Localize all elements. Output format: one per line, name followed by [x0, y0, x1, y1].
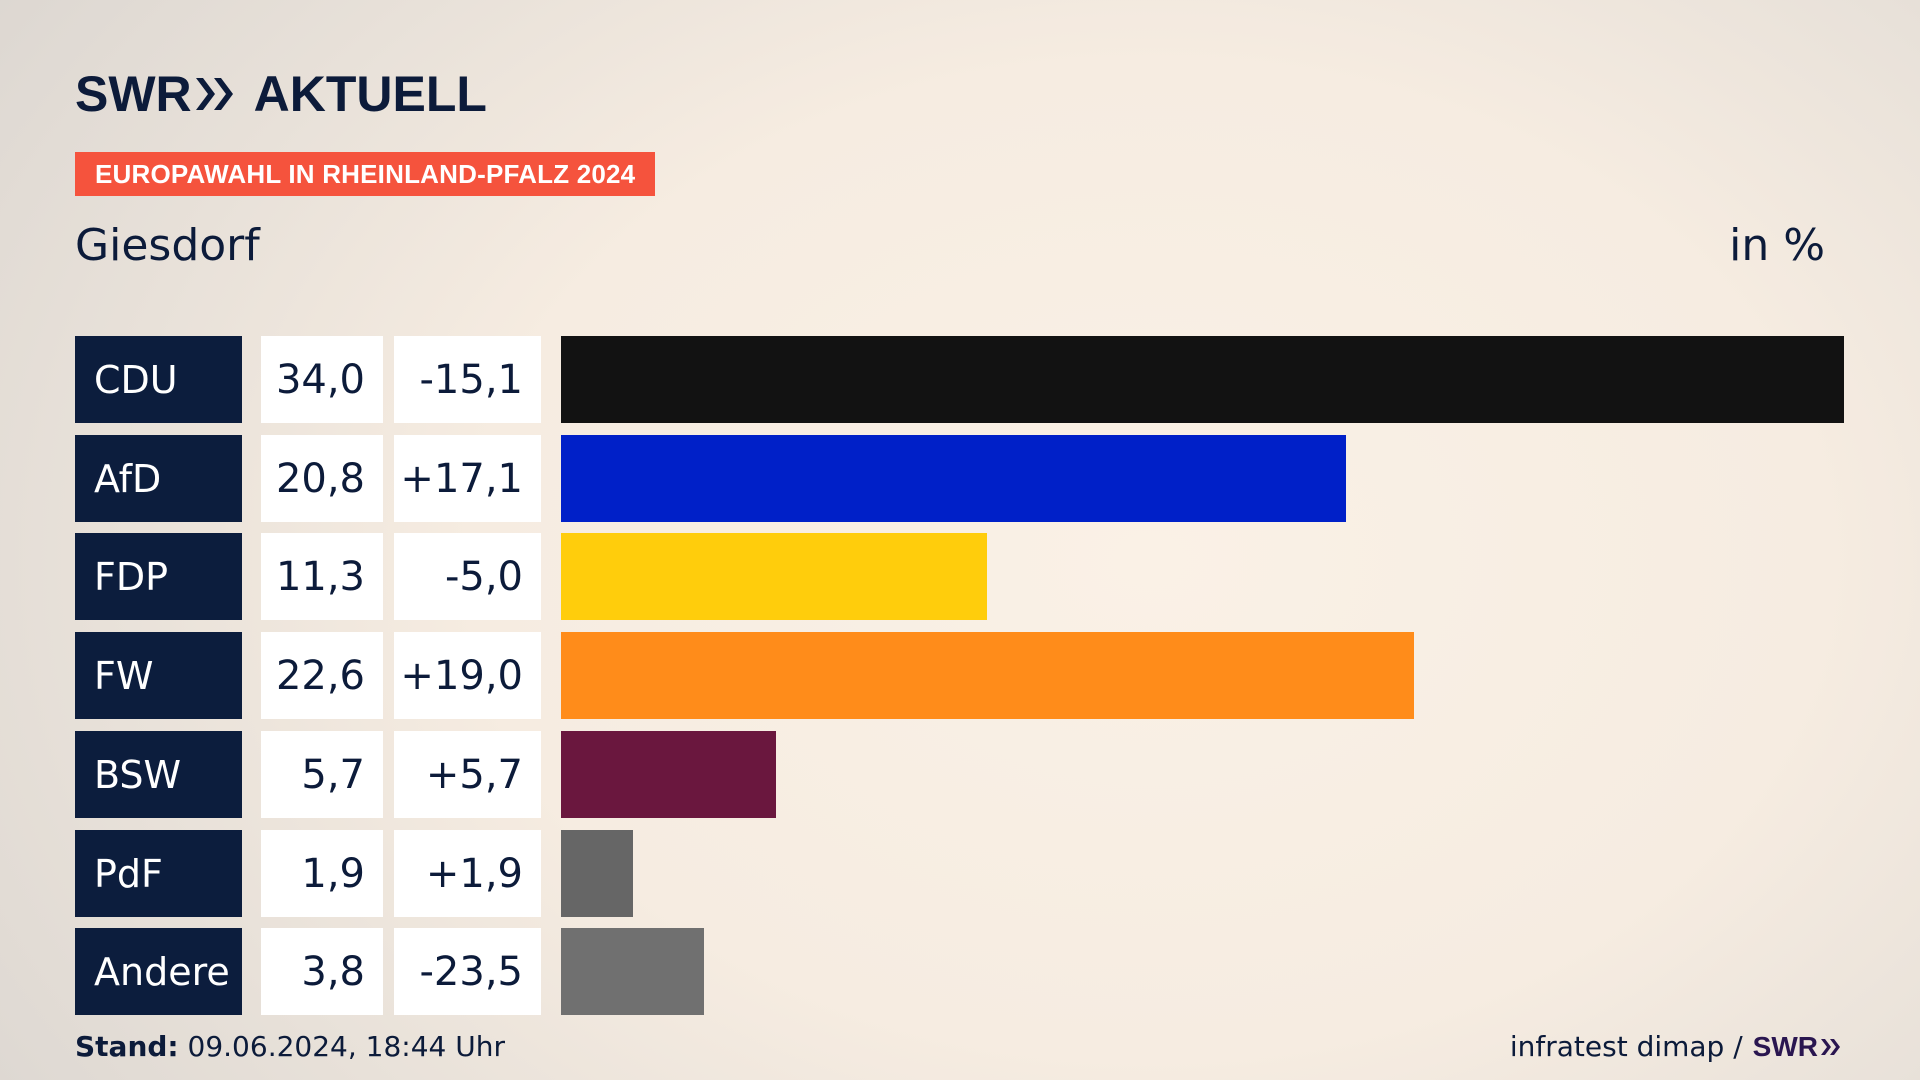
- result-row: CDU 34,0 -15,1: [75, 336, 1845, 423]
- stand-value: 09.06.2024, 18:44 Uhr: [187, 1030, 505, 1063]
- bar-fw: [561, 632, 1414, 719]
- result-row: Andere 3,8 -23,5: [75, 928, 1845, 1015]
- stand-label: Stand:: [75, 1030, 179, 1063]
- vote-share-label: 22,6: [261, 632, 383, 719]
- logo-text-swr: SWR: [75, 66, 192, 122]
- double-chevron-small-icon: [1821, 1038, 1840, 1055]
- bar-fdp: [561, 533, 987, 620]
- party-label: Andere: [75, 928, 242, 1015]
- change-label: +1,9: [394, 830, 541, 917]
- change-label: +17,1: [394, 435, 541, 522]
- vote-share-label: 1,9: [261, 830, 383, 917]
- result-row: BSW 5,7 +5,7: [75, 731, 1845, 818]
- logo-text-aktuell: AKTUELL: [253, 66, 487, 122]
- vote-share-label: 34,0: [261, 336, 383, 423]
- party-label: FW: [75, 632, 242, 719]
- change-label: +5,7: [394, 731, 541, 818]
- result-row: FW 22,6 +19,0: [75, 632, 1845, 719]
- vote-share-label: 11,3: [261, 533, 383, 620]
- party-label: AfD: [75, 435, 242, 522]
- unit-label: in %: [1729, 220, 1825, 271]
- source-text: infratest dimap /: [1509, 1030, 1743, 1063]
- bar-bsw: [561, 731, 776, 818]
- change-label: -15,1: [394, 336, 541, 423]
- party-label: FDP: [75, 533, 242, 620]
- change-label: +19,0: [394, 632, 541, 719]
- source-credit: infratest dimap / SWR: [1510, 1030, 1842, 1063]
- change-label: -23,5: [394, 928, 541, 1015]
- result-row: PdF 1,9 +1,9: [75, 830, 1845, 917]
- bar-pdf: [561, 830, 633, 917]
- result-row: AfD 20,8 +17,1: [75, 435, 1845, 522]
- vote-share-label: 3,8: [261, 928, 383, 1015]
- swr-aktuell-logo: SWR AKTUELL: [75, 66, 487, 122]
- party-label: BSW: [75, 731, 242, 818]
- region-title: Giesdorf: [75, 220, 260, 271]
- bar-andere: [561, 928, 704, 1015]
- vote-share-label: 5,7: [261, 731, 383, 818]
- election-banner: EUROPAWAHL IN RHEINLAND-PFALZ 2024: [75, 152, 656, 196]
- vote-share-label: 20,8: [261, 435, 383, 522]
- bar-cdu: [561, 336, 1844, 423]
- source-brand: SWR: [1752, 1030, 1818, 1062]
- double-chevron-icon: [195, 78, 233, 110]
- change-label: -5,0: [394, 533, 541, 620]
- bar-afd: [561, 435, 1346, 522]
- result-row: FDP 11,3 -5,0: [75, 533, 1845, 620]
- party-label: PdF: [75, 830, 242, 917]
- timestamp: Stand: 09.06.2024, 18:44 Uhr: [75, 1030, 505, 1063]
- party-label: CDU: [75, 336, 242, 423]
